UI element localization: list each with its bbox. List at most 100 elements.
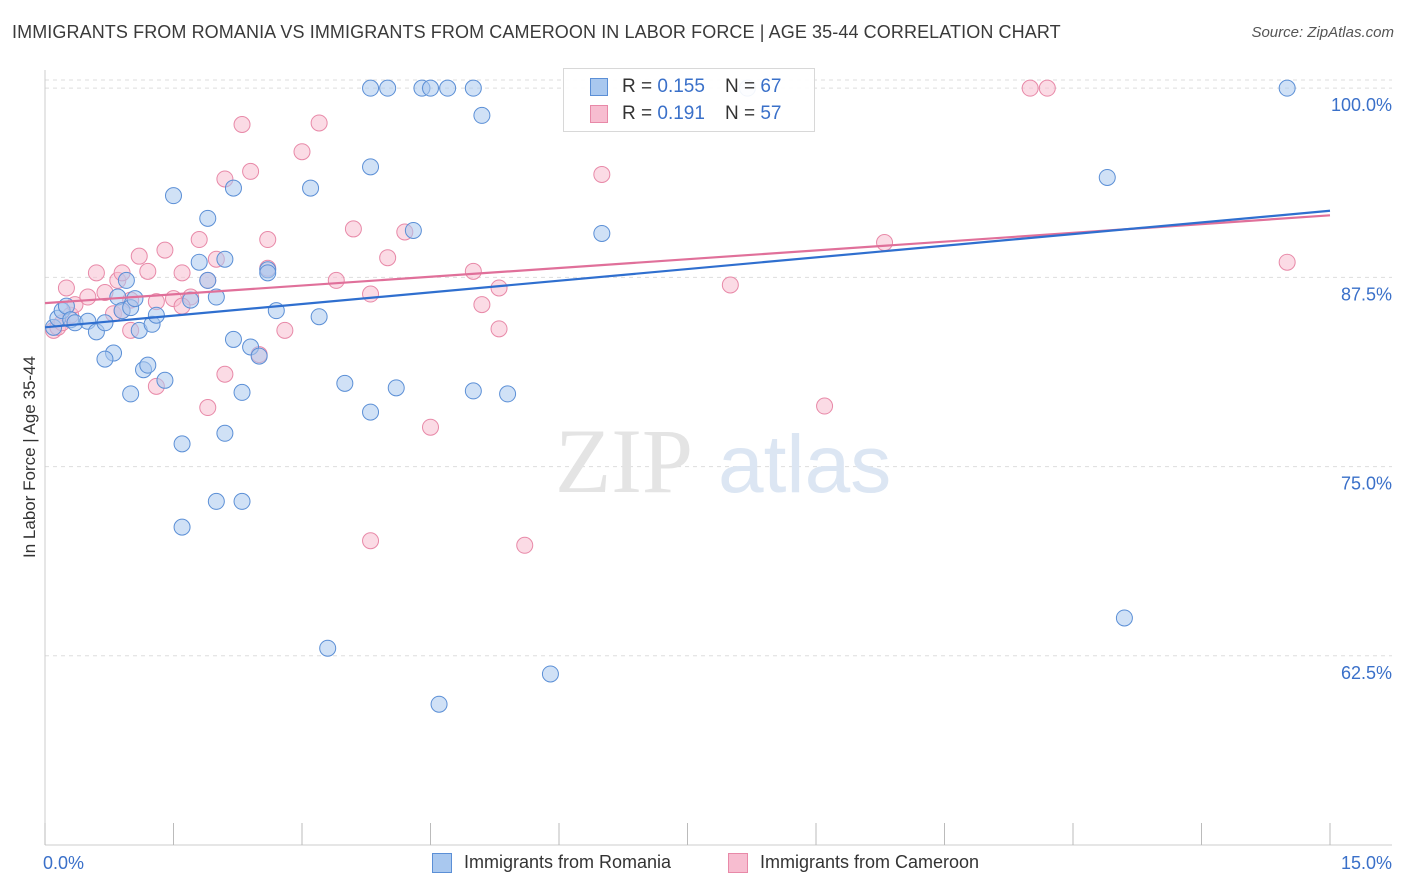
cameroon-point [876,234,894,252]
stats-legend: R = 0.155 N = 67 R = 0.191 N = 57 [563,68,815,132]
romania-point [207,288,225,306]
romania-point [224,330,242,348]
cameroon-point [242,162,260,180]
cameroon-point [310,114,328,132]
cameroon-r-label: R = [622,103,653,124]
romania-point [199,209,217,227]
romania-point [541,665,559,683]
romania-point [430,695,448,713]
chart-title: IMMIGRANTS FROM ROMANIA VS IMMIGRANTS FR… [12,22,1061,42]
romania-point [139,356,157,374]
cameroon-point [1278,253,1296,271]
cameroon-point [199,399,217,417]
y-tick-label: 75.0% [1341,474,1392,494]
watermark-zip: ZIP [555,410,693,512]
romania-point [126,290,144,308]
romania-point [250,347,268,365]
romania-trend-line [44,209,1331,329]
romania-point [1278,79,1296,97]
x-tick-label-min: 0.0% [43,853,84,873]
cameroon-point [79,288,97,306]
cameroon-point [490,320,508,338]
cameroon-point [362,285,380,303]
romania-point [319,639,337,657]
romania-point [216,424,234,442]
cameroon-point [1038,79,1056,97]
romania-point [464,79,482,97]
cameroon-point [816,397,834,415]
cameroon-n-label: N = [724,103,756,124]
x-tick-label-max: 15.0% [1341,853,1392,873]
romania-point [1115,609,1133,627]
romania-point [387,379,405,397]
romania-point [439,79,457,97]
y-tick-label: 100.0% [1331,95,1392,115]
romania-point [173,435,191,453]
cameroon-point [379,249,397,267]
romania-point [593,224,611,242]
romania-point [173,518,191,536]
romania-point [302,179,320,197]
romania-point [190,253,208,271]
romania-point [473,106,491,124]
cameroon-swatch [590,105,608,123]
romania-point [117,271,135,289]
legend-item-cameroon[interactable]: Immigrants from Cameroon [728,852,979,873]
cameroon-point [1021,79,1039,97]
cameroon-point [259,231,277,249]
cameroon-point [216,365,234,383]
cameroon-point [721,276,739,294]
cameroon-point [139,262,157,280]
cameroon-point [344,220,362,238]
cameroon-point [190,231,208,249]
cameroon-point [156,241,174,259]
source-label: Source: ZipAtlas.com [1251,24,1394,41]
y-axis-label: In Labor Force | Age 35-44 [20,356,39,558]
cameroon-legend-swatch [728,852,748,873]
cameroon-legend-label: Immigrants from Cameroon [760,852,980,872]
romania-legend-swatch [432,852,452,873]
y-tick-label: 87.5% [1341,284,1392,304]
romania-point [224,179,242,197]
cameroon-point [490,279,508,297]
romania-point [156,371,174,389]
legend-row-cameroon: R = 0.191 N = 57 [590,102,781,126]
cameroon-r-value: 0.191 [657,103,705,124]
romania-point [207,492,225,510]
romania-point [233,383,251,401]
cameroon-point [173,264,191,282]
romania-legend-label: Immigrants from Romania [464,852,672,872]
romania-point [362,403,380,421]
cameroon-point [473,296,491,314]
romania-point [122,385,140,403]
cameroon-point [233,115,251,133]
romania-point [199,271,217,289]
romania-point [96,350,114,368]
cameroon-point [516,536,534,554]
romania-point [259,264,277,282]
legend-item-romania[interactable]: Immigrants from Romania [432,852,671,873]
romania-swatch [590,78,608,96]
romania-point [499,385,517,403]
cameroon-point [276,321,294,339]
series-legend: Immigrants from Romania Immigrants from … [0,852,1406,876]
cameroon-point [422,418,439,436]
romania-point [404,221,422,239]
romania-point [165,187,182,205]
y-tick-label: 62.5% [1341,663,1392,683]
romania-point [310,308,328,326]
romania-point [147,306,165,324]
cameroon-point [57,279,75,297]
romania-r-label: R = [622,76,653,97]
romania-point [422,79,439,97]
cameroon-point [362,532,380,550]
zipatlas-watermark: ZIP atlas [555,410,891,512]
cameroon-point [327,271,345,289]
romania-point [362,158,380,176]
romania-point [362,79,380,97]
cameroon-point [130,247,148,265]
watermark-atlas: atlas [718,419,891,510]
romania-point [379,79,397,97]
cameroon-n-value: 57 [760,103,782,124]
